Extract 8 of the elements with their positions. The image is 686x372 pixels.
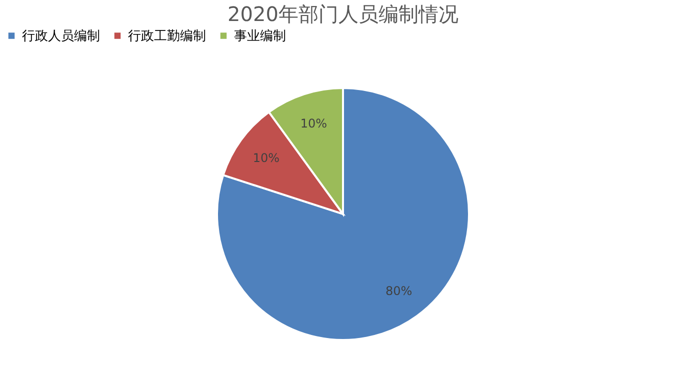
legend-label: 事业编制	[234, 28, 286, 44]
chart-title: 2020年部门人员编制情况	[228, 2, 458, 26]
pie-slice	[216, 87, 470, 341]
data-label: 10%	[252, 151, 280, 166]
data-label: 10%	[300, 116, 327, 131]
legend-label: 行政人员编制	[22, 28, 100, 44]
data-label: 80%	[386, 284, 412, 298]
legend-label: 行政工勤编制	[128, 28, 206, 44]
